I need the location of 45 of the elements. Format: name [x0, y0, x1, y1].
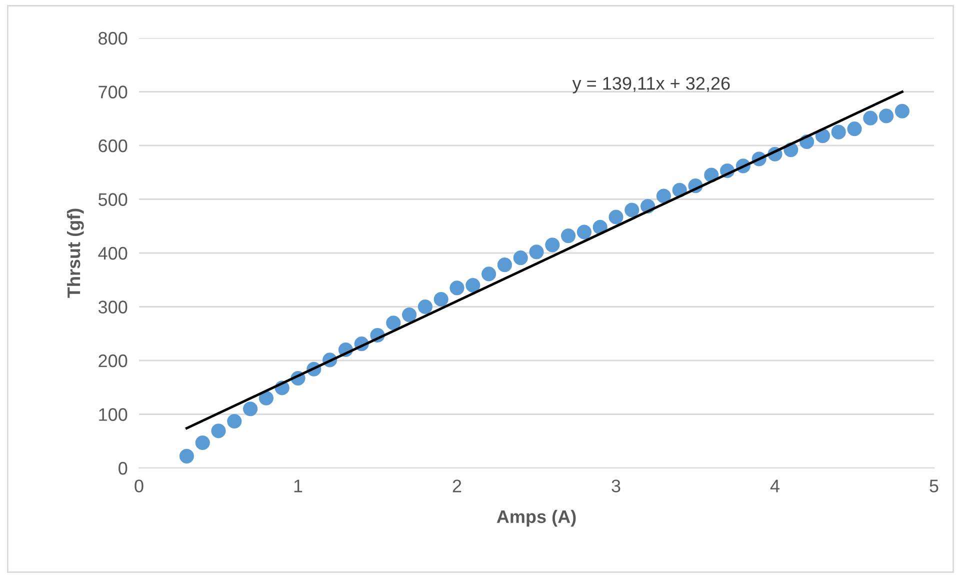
- point: [386, 316, 401, 330]
- point: [450, 280, 464, 296]
- point: [863, 110, 878, 126]
- point: [624, 202, 640, 218]
- point: [195, 435, 210, 450]
- y-axis-title: Thrsut (gf): [66, 208, 84, 298]
- annotation: y = 139,11x + 32,26: [572, 76, 730, 94]
- point: [847, 122, 862, 136]
- point: [434, 292, 448, 307]
- y-tick-label: 100: [99, 408, 128, 421]
- y-tick-label: 500: [98, 193, 128, 206]
- point: [258, 390, 274, 406]
- point: [211, 424, 226, 438]
- x-tick-label: 3: [612, 480, 620, 492]
- point: [529, 244, 544, 260]
- x-axis-title: Amps (A): [496, 510, 576, 527]
- point: [482, 266, 496, 282]
- y-tick-label: 700: [98, 86, 128, 98]
- point: [561, 228, 576, 244]
- y-tick-label: 200: [98, 354, 128, 368]
- y-tick-label: 300: [98, 300, 128, 314]
- point: [402, 308, 417, 322]
- point: [418, 299, 432, 314]
- point: [497, 258, 512, 272]
- point: [894, 104, 910, 118]
- point: [576, 224, 592, 240]
- point: [831, 124, 846, 140]
- point: [545, 238, 560, 252]
- y-tick-label: 400: [98, 246, 128, 260]
- point: [243, 402, 258, 416]
- point: [656, 188, 671, 204]
- point: [179, 448, 194, 464]
- x-tick-label: 5: [930, 480, 938, 492]
- x-tick-label: 1: [294, 480, 302, 492]
- point: [466, 278, 480, 293]
- x-tick-label: 4: [770, 480, 780, 492]
- x-tick-label: 2: [452, 480, 462, 492]
- point: [227, 414, 242, 429]
- y-tick-label: 0: [118, 462, 128, 475]
- point: [513, 250, 528, 266]
- point: [879, 108, 894, 124]
- x-tick-label: 0: [134, 480, 144, 492]
- y-tick-label: 800: [98, 32, 128, 45]
- y-tick-label: 600: [98, 139, 128, 152]
- point: [608, 210, 624, 224]
